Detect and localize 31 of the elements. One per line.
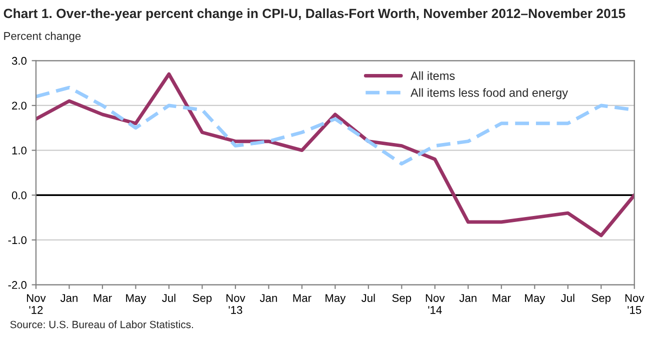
source-note: Source: U.S. Bureau of Labor Statistics.	[10, 320, 193, 328]
x-tick-label: Mar	[94, 294, 112, 302]
x-tick-label: Sep	[592, 294, 611, 304]
y-tick-label: -2.0	[8, 281, 27, 289]
x-tick-label: Jul	[560, 294, 574, 302]
x-tick-label: May	[326, 294, 346, 304]
y-tick-label: 1.0	[12, 146, 27, 154]
x-tick-label: Jan	[60, 294, 78, 302]
x-tick-label: Jul	[361, 294, 375, 302]
x-tick-label: Sep	[192, 294, 212, 304]
x-tick-label: Sep	[392, 294, 412, 304]
y-tick-label: -1.0	[8, 236, 27, 244]
y-tick-label: 3.0	[12, 56, 27, 65]
x-tick-label: Jan	[260, 294, 277, 302]
x-tick-label: May	[126, 294, 146, 304]
x-tick-label: Nov '14	[426, 294, 445, 314]
x-tick-label: Nov '12	[27, 294, 46, 314]
y-tick-label: 0.0	[12, 191, 27, 200]
legend-label: All items less food and energy	[410, 88, 568, 100]
legend-label: All items	[410, 71, 455, 80]
x-tick-label: Nov '13	[226, 294, 246, 314]
x-tick-label: Jan	[459, 294, 476, 302]
x-tick-label: Mar	[492, 294, 511, 302]
line-series	[36, 72, 634, 238]
x-tick-label: May	[525, 294, 546, 304]
y-tick-label: 2.0	[12, 102, 27, 110]
x-tick-label: Nov '15	[625, 294, 644, 314]
chart-title: Chart 1. Over-the-year percent change in CPI-U, Dallas-Fort Worth, November 2012–November 2015	[4, 8, 626, 21]
x-tick-label: Mar	[293, 294, 312, 302]
x-tick-label: Jul	[162, 294, 176, 302]
y-axis-title: Percent change	[4, 32, 81, 42]
